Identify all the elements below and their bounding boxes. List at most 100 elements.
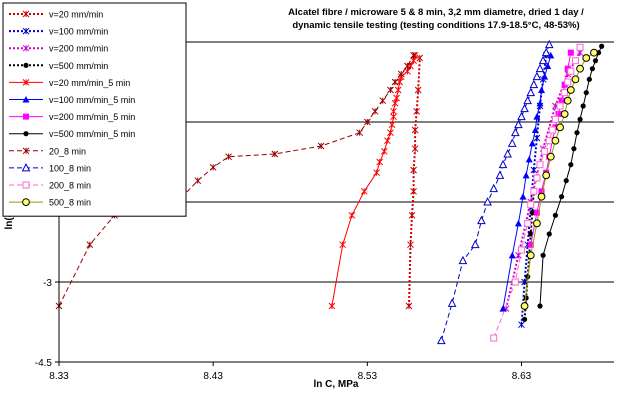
data-point (552, 212, 559, 218)
data-point (532, 71, 542, 81)
data-point (489, 183, 499, 193)
data-point (209, 163, 217, 171)
data-point (542, 171, 551, 180)
legend-label: v=500 mm/min_5 min (49, 129, 135, 139)
data-point (529, 210, 535, 216)
data-point (577, 116, 583, 122)
legend-label: v=20 mm/min (49, 10, 103, 20)
legend-label: v=500 mm/min (49, 61, 108, 71)
data-point (580, 103, 586, 109)
legend-marker (22, 198, 30, 207)
data-point (525, 155, 533, 163)
data-point (586, 76, 592, 82)
legend-label: 500_8 min (49, 198, 91, 208)
data-point (537, 192, 546, 201)
data-point (376, 158, 384, 166)
legend-item: v=100 mm/min_5 min (9, 95, 135, 105)
legend-marker (22, 147, 30, 155)
data-point (408, 211, 416, 219)
data-point (414, 86, 422, 94)
x-tick-label: 8.33 (49, 371, 69, 382)
data-point (360, 187, 368, 195)
data-point (523, 95, 532, 105)
data-point (317, 142, 325, 150)
data-point (387, 86, 394, 94)
data-point (567, 67, 575, 75)
data-point (556, 102, 564, 110)
data-point (541, 47, 551, 57)
data-point (328, 302, 336, 310)
legend-marker (23, 131, 29, 137)
data-point (498, 159, 508, 169)
series-11 (520, 48, 598, 310)
data-point (546, 231, 552, 237)
data-point (563, 96, 572, 105)
data-point (529, 79, 539, 89)
data-point (571, 146, 577, 152)
data-point (583, 90, 589, 96)
data-point (363, 118, 371, 126)
data-point (511, 278, 519, 286)
data-point (356, 129, 363, 137)
data-point (507, 138, 517, 147)
data-point (571, 57, 579, 65)
data-point (527, 201, 535, 209)
data-point (410, 57, 417, 65)
legend-label: 20_8 min (49, 146, 86, 156)
data-point (388, 121, 396, 129)
data-point (410, 187, 417, 195)
data-point (526, 251, 535, 260)
legend-item: v=20 mm/min (9, 10, 103, 20)
legend-label: v=200 mm/min_5 min (49, 112, 135, 122)
data-point (536, 99, 544, 107)
legend-label: v=100 mm/min (49, 27, 108, 37)
legend-marker (21, 163, 31, 172)
series-line-0 (408, 57, 421, 307)
series-layer (55, 39, 605, 345)
data-point (556, 123, 564, 132)
legend-label: v=100 mm/min_5 min (49, 95, 135, 105)
legend: v=20 mm/min v=100 mm/min v=200 mm/min v=500… (2, 2, 187, 217)
series-4 (328, 51, 419, 310)
legend-marker (22, 96, 30, 103)
x-axis-label: ln C, MPa (313, 379, 358, 390)
data-point (225, 153, 232, 161)
data-point (576, 43, 584, 51)
data-point (566, 86, 575, 94)
series-10 (490, 43, 584, 342)
data-point (86, 241, 94, 249)
data-point (518, 246, 525, 254)
legend-item: v=200 mm/min_5 min (9, 112, 135, 122)
data-point (561, 89, 569, 97)
data-point (384, 137, 391, 145)
data-point (592, 58, 599, 64)
data-point (379, 97, 387, 105)
legend-label: 200_8 min (49, 181, 91, 191)
data-point (538, 86, 546, 93)
data-point (514, 119, 523, 129)
chart-title-line: Alcatel fibre / microware 5 & 8 min, 3,2… (288, 7, 584, 18)
legend-marker (23, 113, 29, 120)
data-point (521, 278, 528, 286)
legend-label: v=20 mm/min_5 min (49, 78, 130, 88)
legend-marker (22, 44, 30, 52)
data-point (371, 107, 379, 115)
data-point (271, 150, 279, 158)
data-point (558, 194, 565, 200)
data-point (508, 251, 516, 259)
data-point (582, 54, 591, 62)
data-point (564, 78, 572, 86)
data-point (437, 335, 446, 345)
legend-label: 100_8 min (49, 163, 91, 173)
data-point (407, 241, 414, 249)
legend-marker (22, 27, 30, 35)
legend-item: v=500 mm/min_5 min (9, 129, 135, 139)
data-point (574, 130, 580, 136)
legend-item: 200_8 min (9, 181, 91, 191)
data-point (555, 111, 562, 117)
data-point (520, 103, 529, 113)
series-line-10 (493, 47, 581, 339)
data-point (390, 107, 397, 115)
legend-item: 20_8 min (9, 146, 86, 156)
